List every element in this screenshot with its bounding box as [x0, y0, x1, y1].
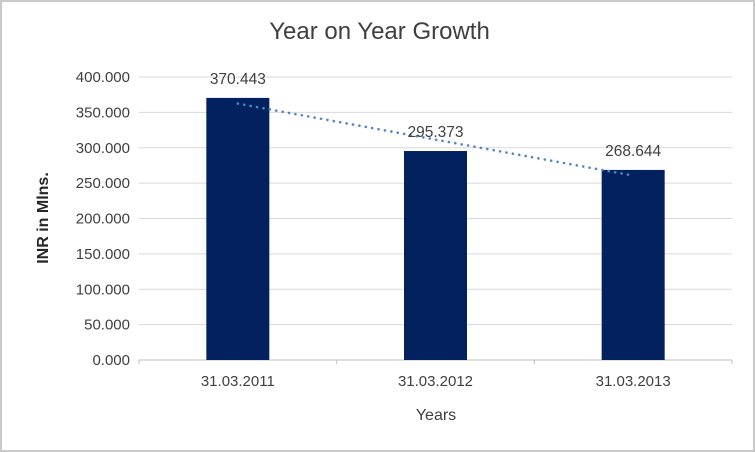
- data-label: 370.443: [210, 71, 266, 88]
- chart-title: Year on Year Growth: [269, 18, 490, 45]
- x-axis-title: Years: [415, 407, 457, 424]
- x-category-label: 31.03.2012: [398, 373, 473, 390]
- y-tick-label: 50.000: [84, 317, 130, 334]
- bar-31.03.2012: [404, 151, 467, 360]
- y-tick-label: 0.000: [92, 352, 130, 369]
- y-tick-label: 150.000: [76, 246, 130, 263]
- bar-31.03.2013: [601, 169, 665, 360]
- y-tick-label: 100.000: [76, 281, 130, 298]
- y-tick-label: 400.000: [76, 69, 130, 86]
- y-tick-label: 250.000: [76, 175, 130, 192]
- bar-31.03.2011: [206, 97, 270, 361]
- x-category-label: 31.03.2011: [201, 373, 275, 390]
- data-label: 295.373: [407, 124, 463, 141]
- y-tick-label: 300.000: [76, 140, 130, 157]
- y-tick-label: 350.000: [76, 104, 130, 121]
- x-category-label: 31.03.2013: [596, 373, 671, 390]
- y-tick-label: 200.000: [76, 211, 130, 228]
- trendline: [236, 102, 635, 177]
- data-label: 268.644: [605, 143, 661, 160]
